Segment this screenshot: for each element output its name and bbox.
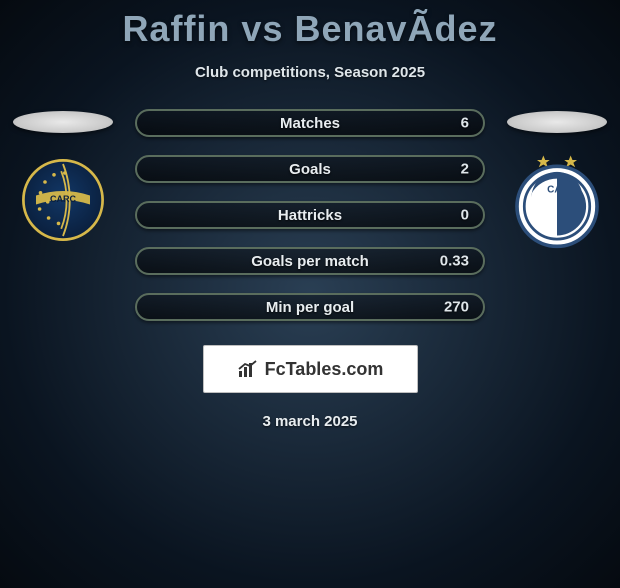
right-player-col: CAT: [499, 109, 615, 245]
brand-text: FcTables.com: [265, 359, 384, 380]
comparison-row: CARC Matches 6 Goals 2 Hattricks 0 Goals…: [0, 109, 620, 321]
brand-box[interactable]: FcTables.com: [203, 345, 418, 393]
stats-column: Matches 6 Goals 2 Hattricks 0 Goals per …: [135, 109, 485, 321]
club-crest-left: CARC: [13, 155, 113, 245]
crest-right-text: CAT: [547, 185, 567, 196]
date-label: 3 march 2025: [0, 413, 620, 430]
crest-left-text: CARC: [50, 194, 76, 204]
stat-right-value: 0.33: [440, 253, 469, 270]
left-player-col: CARC: [5, 109, 121, 245]
stat-label: Min per goal: [266, 299, 354, 316]
stat-label: Goals per match: [251, 253, 369, 270]
page-subtitle: Club competitions, Season 2025: [0, 64, 620, 81]
club-crest-left-svg: CARC: [13, 155, 113, 245]
player-photo-placeholder-left: [13, 111, 113, 133]
club-crest-right-svg: CAT: [507, 150, 607, 250]
stat-label: Hattricks: [278, 207, 342, 224]
stat-right-value: 6: [461, 115, 469, 132]
page-title: Raffin vs BenavÃ­dez: [0, 8, 620, 50]
stat-label: Goals: [289, 161, 331, 178]
stat-row-matches: Matches 6: [135, 109, 485, 137]
club-crest-right: CAT: [507, 155, 607, 245]
stat-row-goals-per-match: Goals per match 0.33: [135, 247, 485, 275]
stat-row-goals: Goals 2: [135, 155, 485, 183]
stat-right-value: 270: [444, 299, 469, 316]
player-photo-placeholder-right: [507, 111, 607, 133]
chart-icon: [237, 359, 259, 379]
stat-row-min-per-goal: Min per goal 270: [135, 293, 485, 321]
stat-label: Matches: [280, 115, 340, 132]
stat-right-value: 2: [461, 161, 469, 178]
stat-right-value: 0: [461, 207, 469, 224]
stat-row-hattricks: Hattricks 0: [135, 201, 485, 229]
